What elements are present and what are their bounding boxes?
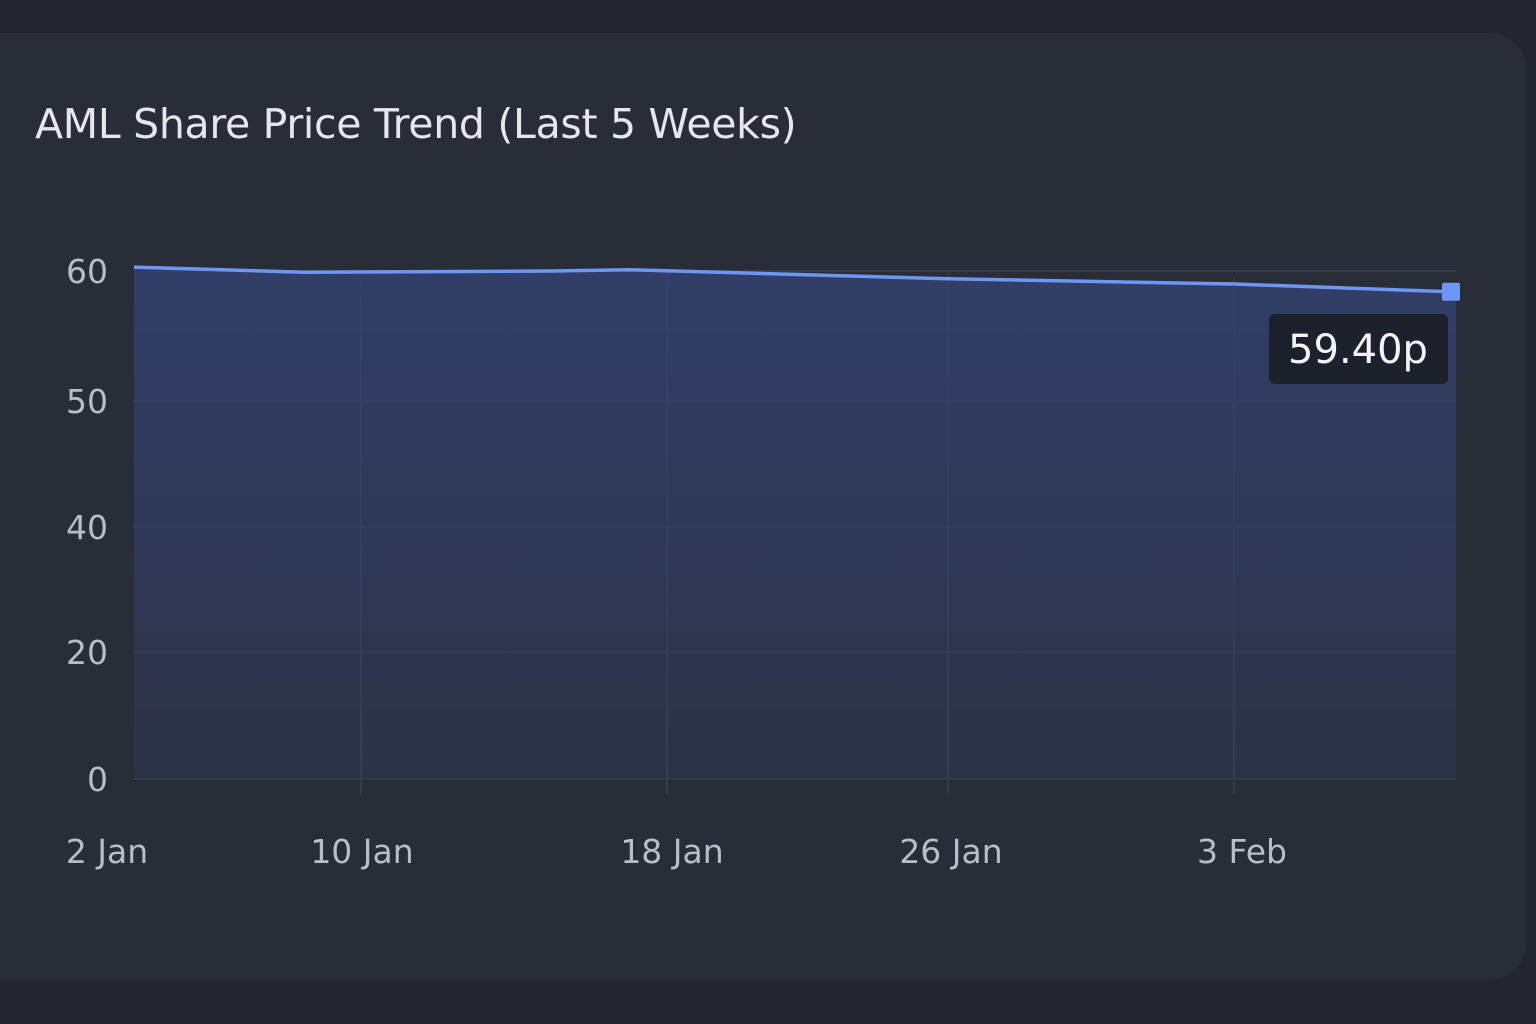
y-tick-label: 40 — [66, 508, 108, 547]
tooltip-value: 59.40p — [1288, 327, 1428, 373]
y-tick-label: 0 — [87, 760, 108, 799]
y-axis-ticks: 0 20 40 50 60 — [66, 252, 108, 799]
x-axis-ticks: 2 Jan 10 Jan 18 Jan 26 Jan 3 Feb — [66, 832, 1287, 871]
y-tick-label: 60 — [66, 252, 108, 291]
tooltip: 59.40p — [1269, 314, 1448, 384]
tooltip-box — [1269, 314, 1448, 384]
chart-title: AML Share Price Trend (Last 5 Weeks) — [35, 100, 797, 148]
x-tick-label: 3 Feb — [1197, 832, 1287, 871]
x-tick-label: 2 Jan — [66, 832, 148, 871]
series-line — [133, 265, 1452, 294]
area-fill — [134, 267, 1456, 779]
x-tick-label: 18 Jan — [620, 832, 723, 871]
x-tick-label: 10 Jan — [310, 832, 413, 871]
x-tick-label: 26 Jan — [899, 832, 1002, 871]
last-point-marker[interactable] — [1442, 282, 1460, 301]
y-tick-label: 50 — [66, 382, 108, 421]
y-tick-label: 20 — [66, 633, 108, 672]
